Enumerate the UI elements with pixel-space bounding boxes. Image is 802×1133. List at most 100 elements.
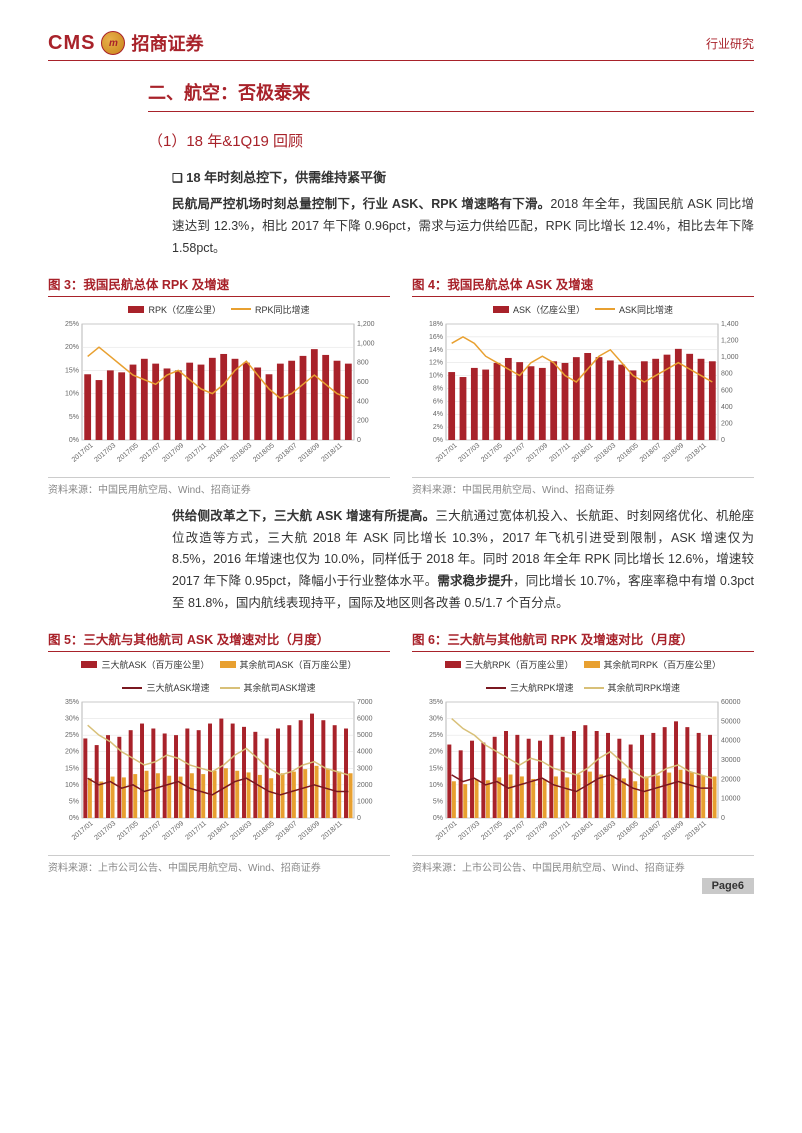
svg-text:10%: 10% <box>65 782 79 789</box>
svg-text:2017/01: 2017/01 <box>435 442 459 464</box>
svg-text:1,400: 1,400 <box>721 321 739 328</box>
svg-text:2018/05: 2018/05 <box>252 820 276 842</box>
chart-4-title: 图 4：我国民航总体 ASK 及增速 <box>412 274 754 297</box>
svg-text:600: 600 <box>357 379 369 386</box>
svg-text:2017/01: 2017/01 <box>435 820 459 842</box>
section-heading: 二、航空：否极泰来 <box>148 79 754 112</box>
svg-text:0%: 0% <box>69 437 79 444</box>
svg-text:2017/03: 2017/03 <box>457 820 481 842</box>
subsection-heading: （1）18 年&1Q19 回顾 <box>148 130 754 151</box>
chart-3-svg: 0%5%10%15%20%25%02004006008001,0001,2002… <box>48 320 390 470</box>
svg-text:2018/09: 2018/09 <box>297 820 321 842</box>
svg-text:10%: 10% <box>65 390 79 397</box>
svg-text:15%: 15% <box>65 765 79 772</box>
svg-text:800: 800 <box>357 359 369 366</box>
svg-text:35%: 35% <box>429 699 443 706</box>
svg-text:16%: 16% <box>429 334 443 341</box>
svg-text:2018/07: 2018/07 <box>639 820 663 842</box>
svg-text:5%: 5% <box>433 798 443 805</box>
svg-text:50000: 50000 <box>721 718 741 725</box>
svg-text:2017/05: 2017/05 <box>480 442 504 464</box>
svg-text:2017/11: 2017/11 <box>184 442 208 463</box>
svg-text:5000: 5000 <box>357 732 373 739</box>
svg-text:0%: 0% <box>433 437 443 444</box>
chart-3-panel: 图 3：我国民航总体 RPK 及增速 RPK（亿座公里） RPK同比增速 0% 5… <box>48 274 390 496</box>
chart-6-panel: 图 6：三大航与其他航司 RPK 及增速对比（月度） 三大航RPK（百万座公里）… <box>412 629 754 874</box>
svg-text:2018/09: 2018/09 <box>297 442 321 464</box>
svg-text:2018/09: 2018/09 <box>661 442 685 464</box>
chart-3-legend: RPK（亿座公里） RPK同比增速 <box>48 303 390 316</box>
svg-text:60000: 60000 <box>721 699 741 706</box>
chart-4-source: 资料来源：中国民用航空局、Wind、招商证券 <box>412 477 754 496</box>
svg-text:200: 200 <box>721 420 733 427</box>
chart-5-panel: 图 5：三大航与其他航司 ASK 及增速对比（月度） 三大航ASK（百万座公里）… <box>48 629 390 874</box>
bullet-1: 18 年时刻总控下，供需维持紧平衡 <box>172 167 754 186</box>
svg-text:2018/03: 2018/03 <box>229 820 253 842</box>
svg-text:5%: 5% <box>69 413 79 420</box>
svg-text:1,200: 1,200 <box>721 337 739 344</box>
chart-6-legend: 三大航RPK（百万座公里） 其余航司RPK（百万座公里） 三大航RPK增速 其余… <box>412 658 754 694</box>
chart-4-legend: ASK（亿座公里） ASK同比增速 <box>412 303 754 316</box>
svg-text:2017/09: 2017/09 <box>161 820 185 842</box>
chart-4-panel: 图 4：我国民航总体 ASK 及增速 ASK（亿座公里） ASK同比增速 0%2… <box>412 274 754 496</box>
logo: CMS m 招商证券 <box>48 30 203 56</box>
logo-cms-text: CMS <box>48 32 95 55</box>
svg-text:2000: 2000 <box>357 782 373 789</box>
svg-text:2018/03: 2018/03 <box>593 820 617 842</box>
svg-text:25%: 25% <box>65 732 79 739</box>
svg-text:6000: 6000 <box>357 716 373 723</box>
header-category: 行业研究 <box>706 35 754 52</box>
svg-text:2018/03: 2018/03 <box>229 442 253 464</box>
svg-text:0: 0 <box>357 815 361 822</box>
svg-text:2018/11: 2018/11 <box>684 442 708 463</box>
svg-text:2018/05: 2018/05 <box>616 820 640 842</box>
svg-text:5%: 5% <box>69 798 79 805</box>
svg-text:1,000: 1,000 <box>357 340 375 347</box>
svg-text:2017/05: 2017/05 <box>116 820 140 842</box>
svg-text:7000: 7000 <box>357 699 373 706</box>
svg-text:12%: 12% <box>429 359 443 366</box>
svg-text:2017/01: 2017/01 <box>71 442 95 464</box>
svg-text:2017/05: 2017/05 <box>116 442 140 464</box>
svg-text:2017/11: 2017/11 <box>548 820 572 841</box>
page-number: Page6 <box>702 878 754 894</box>
chart-5-title: 图 5：三大航与其他航司 ASK 及增速对比（月度） <box>48 629 390 652</box>
page-header: CMS m 招商证券 行业研究 <box>48 30 754 61</box>
svg-text:10%: 10% <box>429 782 443 789</box>
svg-text:2017/07: 2017/07 <box>139 442 163 464</box>
svg-text:3000: 3000 <box>357 765 373 772</box>
svg-text:200: 200 <box>357 417 369 424</box>
svg-text:2017/09: 2017/09 <box>525 442 549 464</box>
svg-text:0: 0 <box>357 437 361 444</box>
chart-5-svg: 0%5%10%15%20%25%30%35%010002000300040005… <box>48 698 390 848</box>
chart-4-svg: 0%2%4%6%8%10%12%14%16%18%02004006008001,… <box>412 320 754 470</box>
svg-text:2018/09: 2018/09 <box>661 820 685 842</box>
svg-text:2018/07: 2018/07 <box>275 442 299 464</box>
svg-text:2%: 2% <box>433 424 443 431</box>
svg-text:2018/01: 2018/01 <box>571 442 595 464</box>
svg-text:2017/07: 2017/07 <box>503 442 527 464</box>
chart-6-source: 资料来源：上市公司公告、中国民用航空局、Wind、招商证券 <box>412 855 754 874</box>
svg-text:1,200: 1,200 <box>357 321 375 328</box>
svg-text:30000: 30000 <box>721 757 741 764</box>
svg-text:20%: 20% <box>429 749 443 756</box>
svg-text:600: 600 <box>721 387 733 394</box>
svg-text:2017/11: 2017/11 <box>548 442 572 463</box>
svg-text:0%: 0% <box>69 815 79 822</box>
svg-text:2018/03: 2018/03 <box>593 442 617 464</box>
logo-icon: m <box>101 31 125 55</box>
svg-text:15%: 15% <box>429 765 443 772</box>
svg-text:0: 0 <box>721 437 725 444</box>
svg-text:20%: 20% <box>65 749 79 756</box>
svg-text:2017/03: 2017/03 <box>93 442 117 464</box>
chart-3-title: 图 3：我国民航总体 RPK 及增速 <box>48 274 390 297</box>
svg-text:2017/09: 2017/09 <box>525 820 549 842</box>
svg-text:20%: 20% <box>65 344 79 351</box>
svg-text:2018/11: 2018/11 <box>320 820 344 841</box>
svg-text:1000: 1000 <box>357 798 373 805</box>
svg-text:25%: 25% <box>65 321 79 328</box>
svg-text:0%: 0% <box>433 815 443 822</box>
svg-text:14%: 14% <box>429 346 443 353</box>
svg-text:4%: 4% <box>433 411 443 418</box>
svg-text:10%: 10% <box>429 372 443 379</box>
